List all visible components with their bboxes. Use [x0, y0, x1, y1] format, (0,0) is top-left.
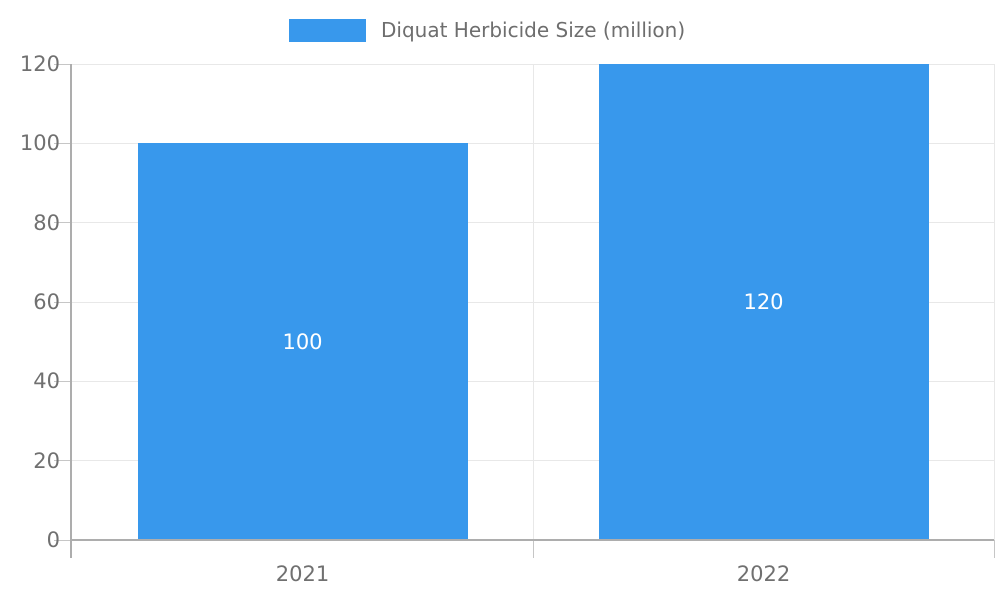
y-tick-label: 120 [19, 52, 60, 76]
y-axis-tick [54, 460, 72, 462]
y-axis-tick [54, 539, 72, 541]
x-gridline [532, 64, 534, 540]
y-axis-line [70, 64, 72, 558]
y-tick-label: 60 [33, 290, 60, 314]
bar-2022[interactable]: 120 [598, 64, 929, 540]
x-tick-label-2021: 2021 [275, 562, 330, 586]
y-axis-tick [54, 380, 72, 382]
legend-item[interactable]: Diquat Herbicide Size (million) [289, 18, 685, 42]
x-tick-label-2022: 2022 [736, 562, 791, 586]
x-axis-line [70, 539, 994, 541]
x-axis-tick [993, 540, 995, 558]
y-axis-tick [54, 301, 72, 303]
y-tick-label: 80 [33, 210, 60, 235]
y-axis-tick [54, 142, 72, 144]
y-axis-tick [54, 222, 72, 224]
bar-2021[interactable]: 100 [137, 143, 468, 540]
legend-swatch [289, 18, 366, 42]
legend-label: Diquat Herbicide Size (million) [381, 18, 686, 42]
y-tick-label: 20 [33, 448, 60, 473]
y-axis-tick [54, 63, 72, 65]
bar-value-label: 120 [743, 290, 784, 314]
y-tick-label: 40 [33, 369, 60, 394]
x-gridline [993, 64, 995, 540]
bar-value-label: 100 [282, 329, 323, 354]
y-tick-label: 100 [19, 131, 60, 156]
x-axis-tick [532, 540, 534, 558]
y-tick-label: 0 [46, 528, 60, 552]
